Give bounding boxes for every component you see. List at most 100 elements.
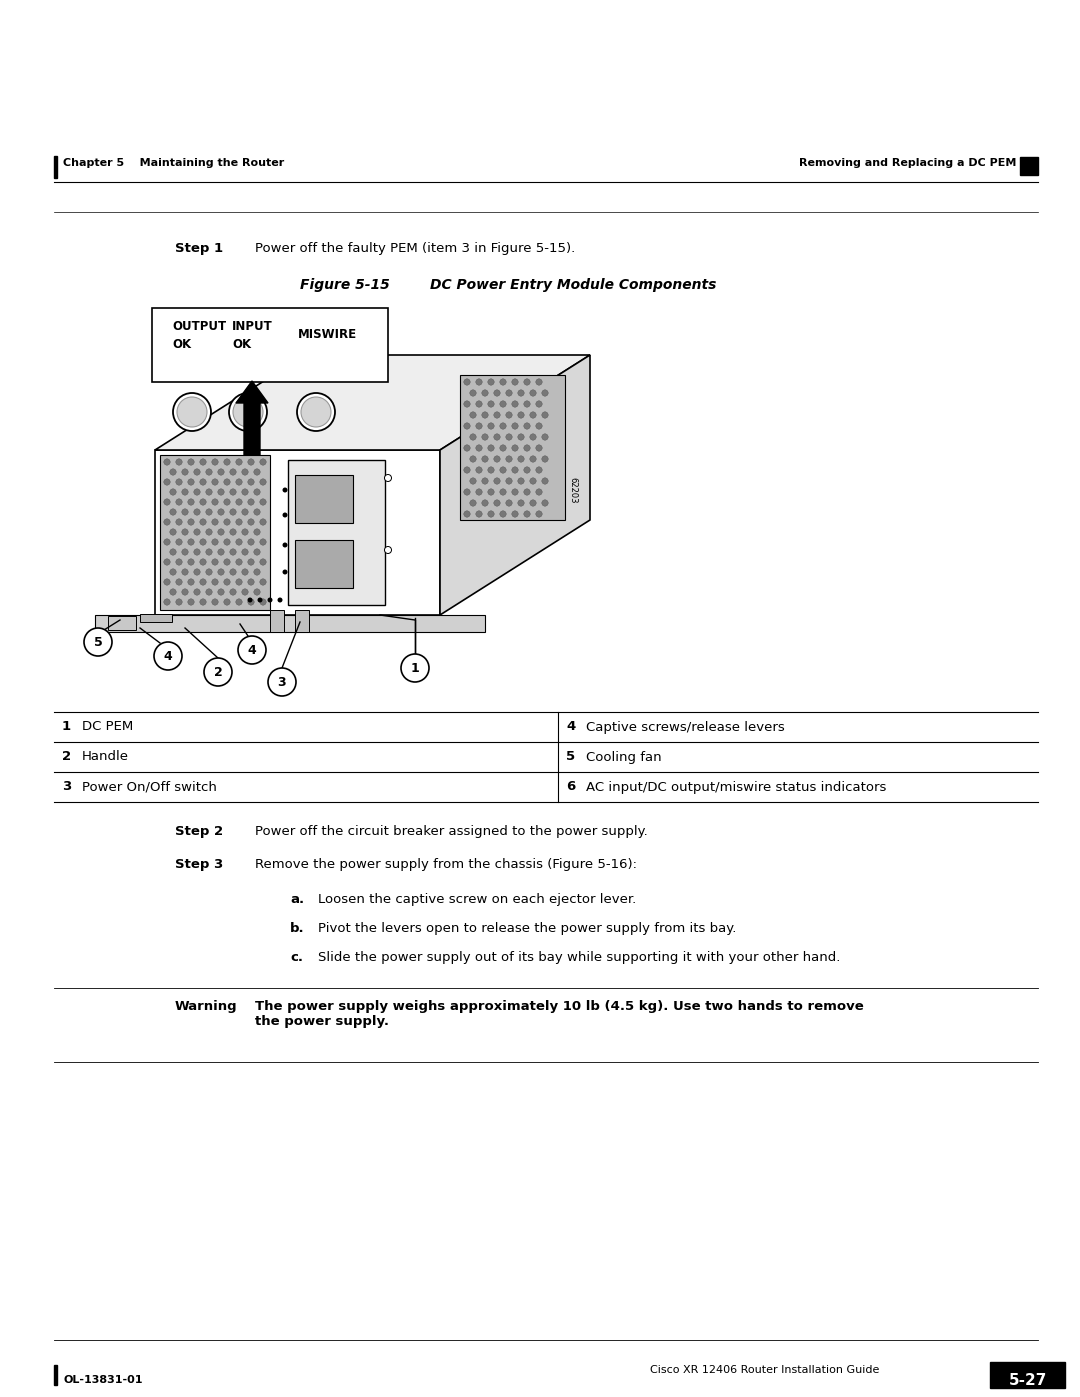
Circle shape	[517, 434, 524, 440]
Circle shape	[212, 458, 218, 465]
Circle shape	[181, 588, 188, 595]
Circle shape	[188, 599, 194, 605]
Circle shape	[200, 518, 206, 525]
Circle shape	[488, 401, 495, 407]
Circle shape	[494, 390, 500, 397]
Circle shape	[224, 578, 230, 585]
Circle shape	[530, 390, 536, 397]
Circle shape	[536, 379, 542, 386]
Circle shape	[233, 397, 264, 427]
Circle shape	[530, 455, 536, 462]
Text: 62203: 62203	[568, 476, 578, 503]
Text: 5-27: 5-27	[1009, 1373, 1048, 1389]
Text: Warning: Warning	[175, 1000, 238, 1013]
Circle shape	[482, 455, 488, 462]
Circle shape	[463, 511, 470, 517]
Text: Chapter 5    Maintaining the Router: Chapter 5 Maintaining the Router	[63, 158, 284, 168]
Circle shape	[212, 518, 218, 525]
Circle shape	[247, 578, 254, 585]
Circle shape	[536, 489, 542, 495]
Text: Power On/Off switch: Power On/Off switch	[82, 781, 217, 793]
Circle shape	[463, 489, 470, 495]
Circle shape	[542, 455, 549, 462]
Circle shape	[181, 489, 188, 495]
Circle shape	[206, 549, 212, 555]
Circle shape	[463, 423, 470, 429]
Circle shape	[238, 636, 266, 664]
Circle shape	[524, 423, 530, 429]
Circle shape	[200, 599, 206, 605]
Text: INPUT: INPUT	[232, 320, 273, 332]
Circle shape	[170, 549, 176, 555]
Circle shape	[517, 455, 524, 462]
Text: Removing and Replacing a DC PEM: Removing and Replacing a DC PEM	[798, 158, 1016, 168]
Circle shape	[476, 401, 482, 407]
Circle shape	[476, 444, 482, 451]
Circle shape	[301, 397, 330, 427]
Circle shape	[200, 539, 206, 545]
Circle shape	[242, 549, 248, 555]
Text: AC input/DC output/miswire status indicators: AC input/DC output/miswire status indica…	[586, 781, 887, 793]
Bar	[160, 455, 270, 610]
Text: 5: 5	[566, 750, 576, 764]
Circle shape	[476, 379, 482, 386]
Polygon shape	[440, 355, 590, 615]
Circle shape	[488, 489, 495, 495]
Circle shape	[260, 499, 266, 506]
Bar	[295, 541, 353, 588]
Bar	[95, 615, 485, 631]
Circle shape	[297, 393, 335, 432]
Circle shape	[176, 539, 183, 545]
Text: 6: 6	[566, 781, 576, 793]
Text: Cisco XR 12406 Router Installation Guide: Cisco XR 12406 Router Installation Guide	[650, 1365, 879, 1375]
Circle shape	[212, 599, 218, 605]
Circle shape	[505, 412, 512, 418]
Circle shape	[164, 479, 171, 485]
Text: Power off the circuit breaker assigned to the power supply.: Power off the circuit breaker assigned t…	[255, 826, 648, 838]
Circle shape	[530, 478, 536, 485]
Circle shape	[170, 489, 176, 495]
Circle shape	[170, 588, 176, 595]
Bar	[270, 610, 284, 631]
Circle shape	[512, 379, 518, 386]
Circle shape	[254, 489, 260, 495]
Circle shape	[170, 529, 176, 535]
Circle shape	[242, 588, 248, 595]
Circle shape	[463, 444, 470, 451]
Circle shape	[283, 542, 287, 548]
Circle shape	[470, 412, 476, 418]
Circle shape	[173, 393, 211, 432]
Circle shape	[200, 458, 206, 465]
Bar	[1020, 156, 1038, 175]
Circle shape	[283, 570, 287, 574]
Circle shape	[488, 423, 495, 429]
Circle shape	[212, 539, 218, 545]
Circle shape	[260, 559, 266, 566]
Circle shape	[170, 469, 176, 475]
Circle shape	[505, 390, 512, 397]
Circle shape	[212, 479, 218, 485]
Text: OL-13831-01: OL-13831-01	[63, 1375, 143, 1384]
Circle shape	[283, 488, 287, 493]
Circle shape	[257, 598, 262, 602]
Circle shape	[500, 444, 507, 451]
Text: 4: 4	[247, 644, 256, 657]
Text: Step 3: Step 3	[175, 858, 224, 870]
Bar	[140, 615, 172, 622]
Circle shape	[206, 489, 212, 495]
Circle shape	[482, 412, 488, 418]
Text: 4: 4	[164, 650, 173, 662]
Circle shape	[512, 467, 518, 474]
Text: 1: 1	[410, 662, 419, 675]
Circle shape	[247, 479, 254, 485]
Circle shape	[536, 423, 542, 429]
Circle shape	[283, 513, 287, 517]
Circle shape	[260, 599, 266, 605]
Circle shape	[524, 401, 530, 407]
Circle shape	[177, 397, 207, 427]
Circle shape	[84, 629, 112, 657]
Circle shape	[500, 401, 507, 407]
Circle shape	[206, 569, 212, 576]
Circle shape	[476, 489, 482, 495]
Circle shape	[260, 539, 266, 545]
